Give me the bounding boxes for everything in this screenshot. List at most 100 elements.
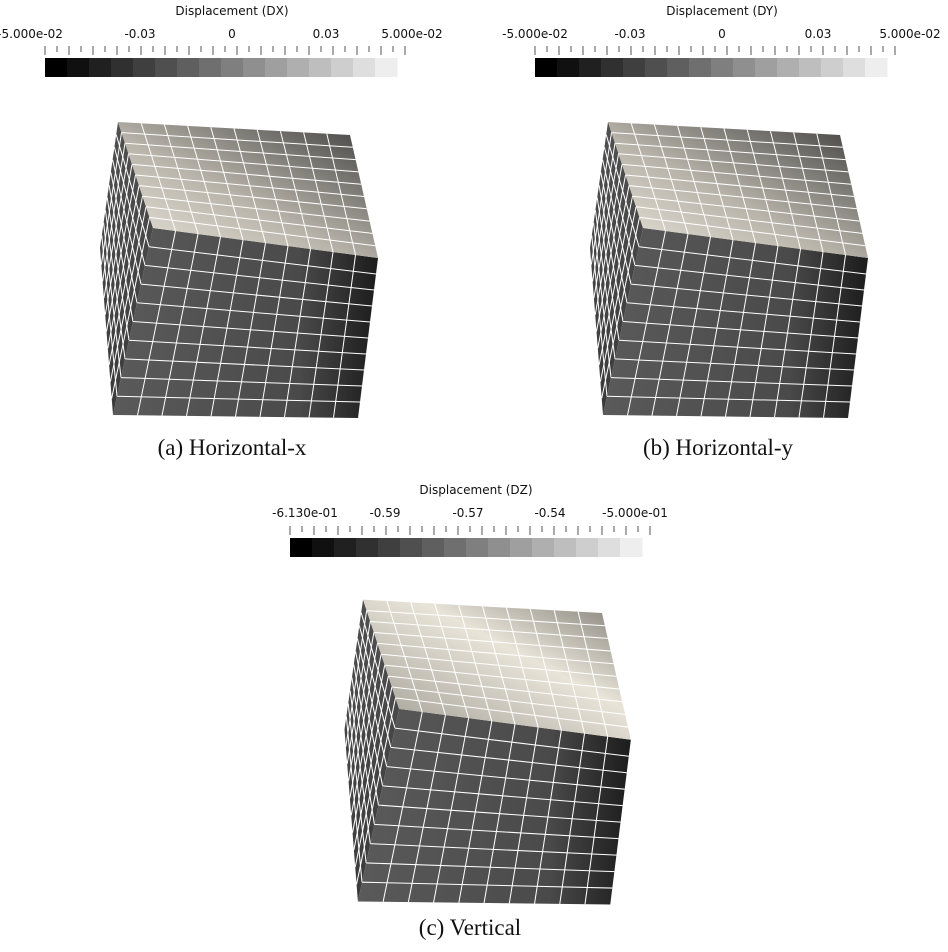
colorbar-swatch — [466, 538, 489, 557]
mesh-line — [128, 339, 367, 355]
mesh-line — [135, 174, 365, 197]
mesh-line — [395, 697, 629, 728]
colorbar-swatch — [598, 538, 621, 557]
colorbar-swatch — [312, 538, 335, 557]
colorbar-swatch — [309, 58, 332, 77]
colorbar-swatch — [821, 58, 844, 77]
mesh-line — [366, 862, 615, 873]
colorbar-tick-label: -5.000e-01 — [602, 506, 668, 520]
mesh-line — [350, 654, 382, 816]
mesh-line — [106, 174, 136, 332]
mesh-line — [639, 216, 866, 247]
mesh-line — [145, 206, 373, 234]
mesh-line — [355, 651, 384, 786]
mesh-line — [505, 607, 539, 728]
colorbar-swatch — [623, 58, 646, 77]
mesh-face — [363, 599, 631, 740]
mesh-line — [798, 251, 824, 418]
mesh-line — [360, 612, 396, 729]
mesh-line — [610, 377, 853, 387]
caption: (c) Vertical — [419, 915, 521, 940]
mesh-line — [354, 686, 393, 868]
colorbar-swatch — [290, 538, 313, 557]
colorbar-swatch — [353, 58, 376, 77]
colorbar-swatch — [601, 58, 624, 77]
colorbar-swatch — [67, 58, 90, 77]
colorbar-swatch — [243, 58, 266, 77]
mesh-line — [606, 395, 851, 403]
mesh-line — [823, 254, 846, 418]
mesh-line — [352, 665, 386, 833]
caption: (b) Horizontal-y — [643, 435, 794, 460]
mesh-line — [529, 608, 562, 731]
mesh-line — [111, 217, 150, 399]
mesh-line — [602, 159, 632, 285]
panel: Displacement (DX) -5.000e-02 -0.03 0 0.03 5.0… — [0, 4, 443, 460]
colorbar-swatch — [111, 58, 134, 77]
colorbar-title: Displacement (DZ) — [419, 483, 532, 497]
colorbar-swatch — [177, 58, 200, 77]
mesh-line — [381, 653, 617, 677]
mesh-face — [118, 122, 378, 258]
mesh-line — [508, 727, 539, 904]
mesh-line — [635, 206, 863, 234]
colorbar-swatch — [865, 58, 888, 77]
panel: Displacement (DY) -5.000e-02 -0.03 0 0.03 5.0… — [502, 4, 941, 460]
colorbar-swatch — [667, 58, 690, 77]
mesh-line — [793, 132, 824, 253]
colorbar-swatch — [378, 538, 401, 557]
colorbar-swatch — [645, 58, 668, 77]
colorbar-tick-label: 0.03 — [805, 27, 832, 41]
mesh-line — [605, 134, 640, 247]
colorbar-swatch — [287, 58, 310, 77]
mesh-line — [279, 130, 311, 250]
mesh-face — [603, 228, 868, 418]
colorbar-swatch — [711, 58, 734, 77]
mesh-line — [596, 174, 626, 332]
mesh-line — [384, 664, 620, 690]
mesh-line — [603, 147, 636, 266]
mesh-line — [599, 206, 637, 382]
colorbar-swatch — [265, 58, 288, 77]
colorbar-swatch — [422, 538, 445, 557]
colorbar-swatch — [510, 538, 533, 557]
colorbar-swatch — [689, 58, 712, 77]
colorbar-swatch — [375, 58, 398, 77]
colorbar-swatch — [532, 538, 555, 557]
colorbar-swatch — [444, 538, 467, 557]
mesh-line — [388, 675, 623, 703]
panel: Displacement (DZ) -6.130e-01 -0.59 -0.57 -0.… — [272, 483, 668, 940]
mesh-line — [749, 245, 779, 417]
colorbar-swatch — [799, 58, 822, 77]
colorbar-tick-label: 0 — [718, 27, 726, 41]
colorbar-swatch — [45, 58, 68, 77]
colorbar-swatch — [199, 58, 222, 77]
colorbar-tick-label: 0.03 — [313, 27, 340, 41]
mesh-line — [358, 625, 392, 748]
mesh-line — [124, 358, 365, 371]
colorbar-swatch — [155, 58, 178, 77]
mesh-face — [608, 122, 868, 258]
mesh-line — [597, 185, 630, 349]
mesh-line — [142, 195, 370, 222]
colorbar-tick-label: -0.57 — [452, 506, 483, 520]
colorbar-swatch — [221, 58, 244, 77]
mesh-line — [138, 185, 367, 210]
mesh-line — [116, 395, 361, 403]
mesh-line — [132, 321, 369, 339]
mesh-line — [614, 358, 855, 371]
mesh-line — [816, 133, 846, 256]
mesh-line — [600, 172, 628, 303]
colorbar-tick-label: -0.03 — [614, 27, 645, 41]
colorbar-swatch — [557, 58, 580, 77]
mesh-line — [559, 733, 585, 904]
colorbar-swatch — [576, 538, 599, 557]
mesh-line — [259, 245, 289, 417]
mesh-render — [100, 122, 378, 418]
mesh-render — [590, 122, 868, 418]
mesh-line — [120, 377, 363, 387]
colorbar-swatch — [133, 58, 156, 77]
colorbar-swatch — [755, 58, 778, 77]
mesh-face — [113, 228, 378, 418]
